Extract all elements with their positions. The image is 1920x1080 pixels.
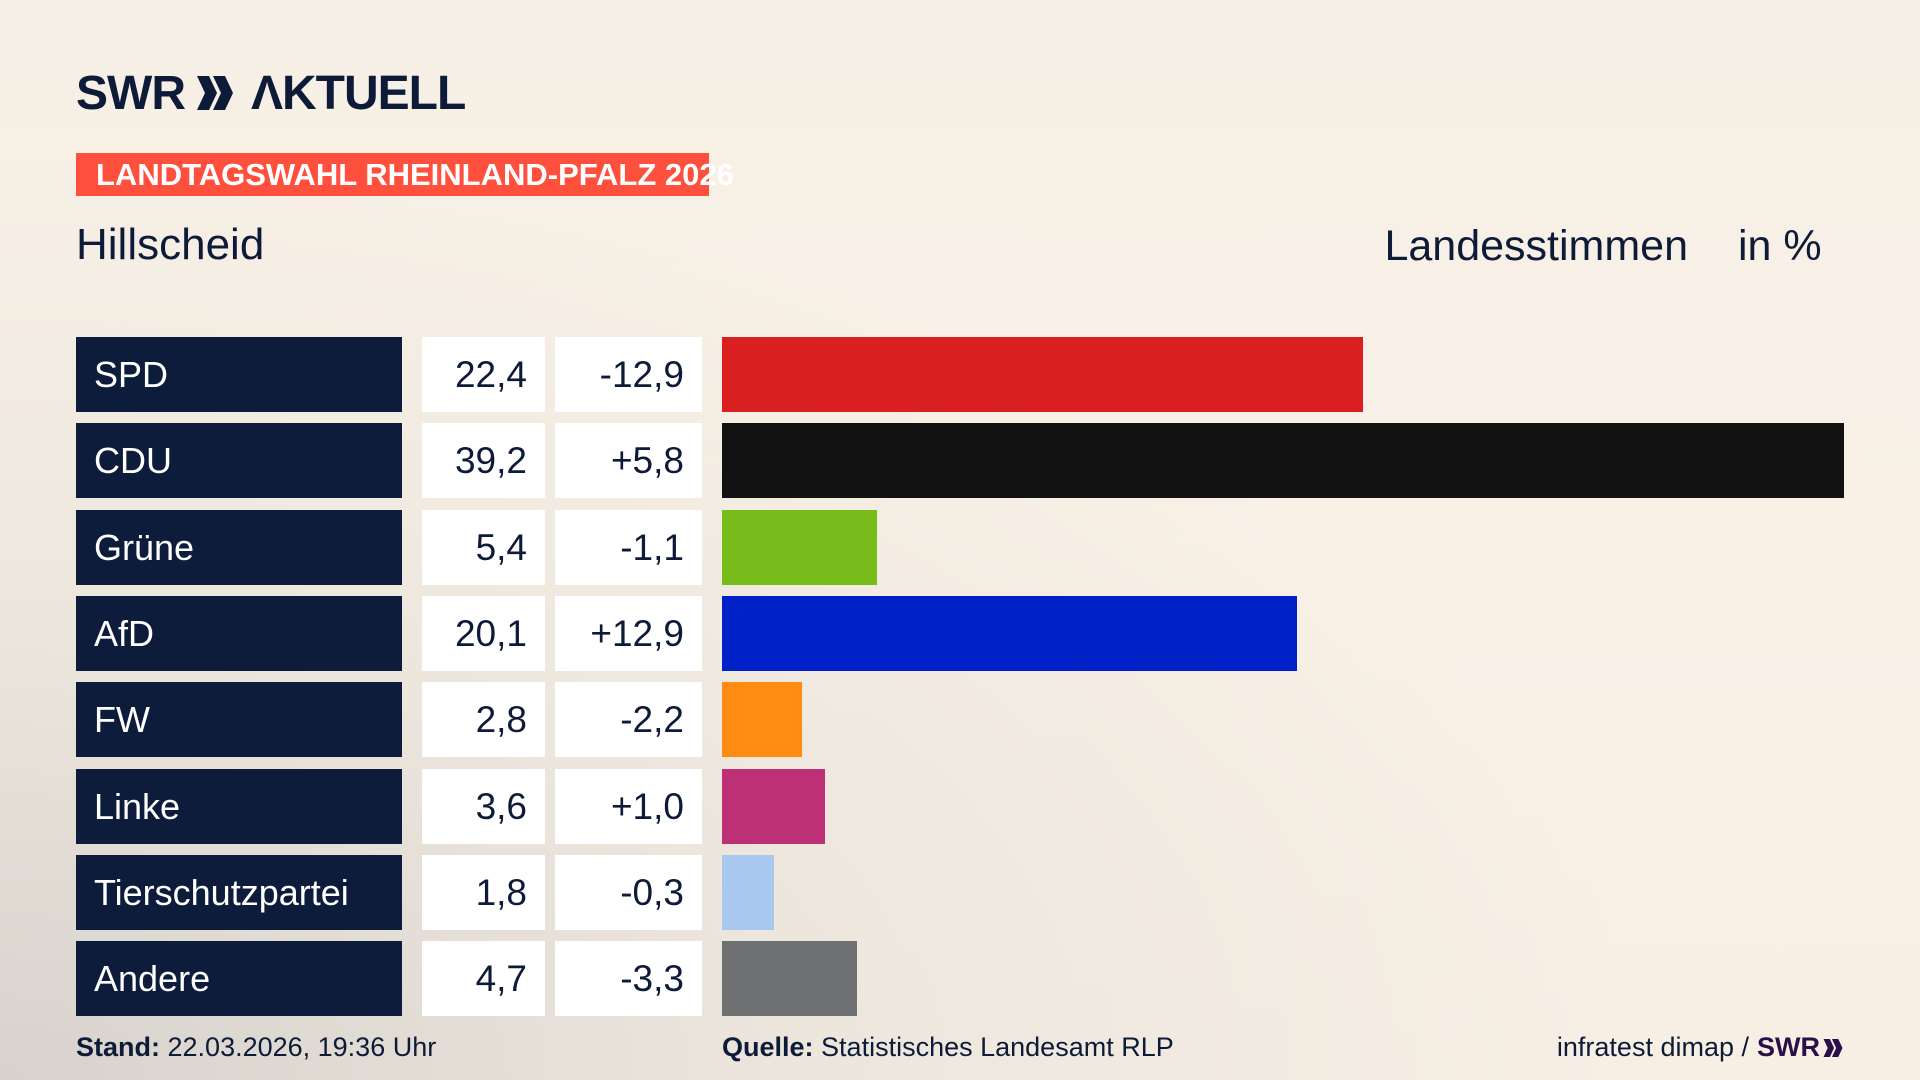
vote-share: 3,6 (422, 768, 545, 844)
election-banner: LANDTAGSWAHL RHEINLAND-PFALZ 2026 (76, 153, 734, 196)
party-row: FW 2,8 -2,2 (0, 682, 1920, 758)
vote-share: 2,8 (422, 682, 545, 758)
vote-share: 5,4 (422, 509, 545, 585)
vote-share: 4,7 (422, 941, 545, 1017)
party-name: Grüne (76, 509, 402, 585)
bar-fw (722, 682, 803, 758)
source-label: Quelle: (722, 1032, 814, 1062)
bar-grüne (722, 509, 877, 585)
vote-change: -0,3 (555, 854, 702, 930)
stand-label: Stand: (76, 1032, 160, 1062)
party-name: SPD (76, 337, 402, 412)
credit-info: infratest dimap / SWR (1557, 1032, 1844, 1063)
party-name: Andere (76, 941, 402, 1017)
vote-change: -2,2 (555, 682, 702, 758)
stand-info: Stand: 22.03.2026, 19:36 Uhr (76, 1032, 436, 1063)
party-name: CDU (76, 423, 402, 499)
credit-text: infratest dimap / (1556, 1032, 1749, 1062)
vote-change: -3,3 (555, 941, 702, 1017)
stand-value: 22.03.2026, 19:36 Uhr (167, 1032, 437, 1062)
vote-change: +5,8 (555, 423, 702, 499)
swr-aktuell-logo: SWR ΛKTUELL (76, 67, 466, 120)
vote-share: 20,1 (422, 595, 545, 671)
unit-label: in % (1738, 222, 1822, 270)
party-row: CDU 39,2 +5,8 (0, 423, 1920, 499)
party-row: Tierschutzpartei 1,8 -0,3 (0, 854, 1920, 930)
vote-change: -1,1 (555, 509, 702, 585)
party-row: Grüne 5,4 -1,1 (0, 509, 1920, 585)
source-info: Quelle: Statistisches Landesamt RLP (722, 1032, 1174, 1063)
party-name: FW (76, 682, 402, 758)
party-row: Linke 3,6 +1,0 (0, 768, 1920, 844)
measure-label: Landesstimmen (1384, 222, 1688, 270)
party-row: AfD 20,1 +12,9 (0, 595, 1920, 671)
bar-tierschutzpartei (722, 854, 774, 930)
vote-share: 39,2 (422, 423, 545, 499)
party-row: Andere 4,7 -3,3 (0, 941, 1920, 1017)
double-chevron-icon (196, 76, 233, 110)
bar-andere (722, 941, 857, 1017)
party-row: SPD 22,4 -12,9 (0, 337, 1920, 412)
vote-change: +12,9 (555, 595, 702, 671)
bar-spd (722, 337, 1364, 412)
party-name: AfD (76, 595, 402, 671)
source-value: Statistisches Landesamt RLP (821, 1032, 1174, 1062)
logo-swr: SWR (76, 66, 186, 120)
vote-change: -12,9 (555, 337, 702, 412)
vote-share: 22,4 (422, 337, 545, 412)
bar-linke (722, 768, 826, 844)
vote-share: 1,8 (422, 854, 545, 930)
bar-afd (722, 595, 1298, 671)
bar-cdu (722, 423, 1844, 499)
vote-change: +1,0 (555, 768, 702, 844)
party-name: Linke (76, 768, 402, 844)
logo-aktuell: ΛKTUELL (250, 66, 466, 120)
credit-swr-logo: SWR (1757, 1032, 1820, 1062)
double-chevron-icon (1823, 1038, 1843, 1057)
party-name: Tierschutzpartei (76, 854, 402, 930)
place-title: Hillscheid (76, 220, 265, 269)
